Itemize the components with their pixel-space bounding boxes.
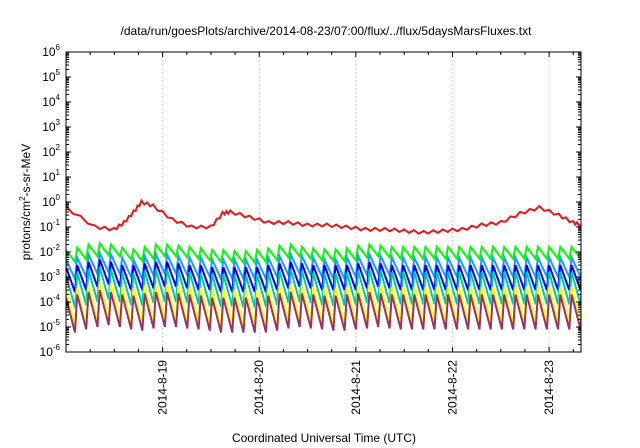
x-tick-label: 2014-8-21 [349, 360, 363, 415]
series-line [66, 240, 581, 266]
x-axis: 2014-8-19 2014-8-20 2014-8-21 2014-8-22 2014… [89, 52, 574, 415]
y-tick-label: 102 [42, 143, 60, 159]
y-tick-label: 10-4 [40, 293, 61, 309]
x-axis-label: Coordinated Universal Time (UTC) [232, 431, 416, 445]
y-tick-label: 10-5 [40, 318, 61, 334]
y-tick-label: 100 [42, 193, 60, 209]
x-tick-label: 2014-8-23 [542, 360, 556, 415]
y-axis-label: protons/cm2-s-sr-MeV [18, 144, 33, 260]
y-tick-label: 104 [42, 93, 60, 109]
y-tick-label: 101 [42, 168, 60, 184]
y-tick-label: 10-3 [40, 268, 61, 284]
chart-title: /data/run/goesPlots/archive/2014-08-23/0… [121, 24, 533, 38]
series-line [66, 198, 581, 235]
x-tick-label: 2014-8-19 [156, 360, 170, 415]
series-line [66, 289, 581, 333]
x-tick-label: 2014-8-22 [445, 360, 459, 415]
y-tick-label: 105 [42, 68, 60, 84]
y-tick-label: 106 [42, 43, 60, 59]
y-tick-label: 10-2 [40, 243, 61, 259]
y-tick-label: 10-1 [40, 218, 61, 234]
y-axis: 106 105 104 103 102 101 100 10-1 10-2 10-3 10-4 10-… [40, 43, 581, 359]
series-line [66, 266, 581, 308]
y-tick-label: 10-6 [40, 343, 61, 359]
y-tick-label: 103 [42, 118, 60, 134]
x-tick-label: 2014-8-20 [252, 360, 266, 415]
series-group [66, 198, 581, 333]
